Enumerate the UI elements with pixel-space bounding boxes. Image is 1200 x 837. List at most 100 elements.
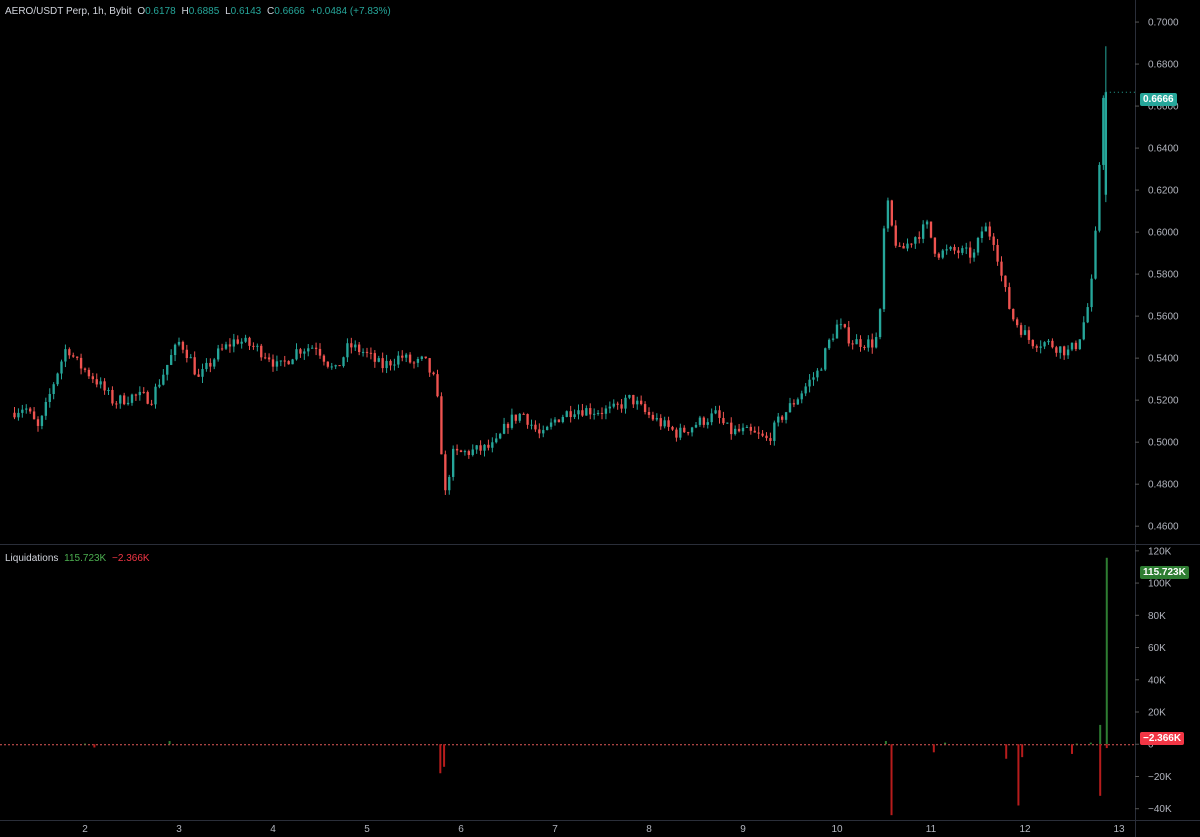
candle-body xyxy=(522,413,525,415)
candle-body xyxy=(68,349,71,356)
candle-body xyxy=(882,228,886,310)
candle-body xyxy=(471,449,474,455)
candle-body xyxy=(385,360,388,369)
candle-body xyxy=(256,345,259,347)
candle-body xyxy=(745,426,749,428)
candle-body xyxy=(428,358,431,373)
candle-body xyxy=(1047,340,1050,343)
candle-body xyxy=(138,391,142,396)
candle-body xyxy=(965,247,968,249)
close-value: 0.6666 xyxy=(274,6,305,17)
liq-tick-label: 100K xyxy=(1148,579,1172,590)
candle-body xyxy=(1023,330,1027,335)
candle-body xyxy=(185,349,189,359)
candle-body xyxy=(36,419,40,426)
candle-body xyxy=(40,415,44,426)
candle-body xyxy=(1055,347,1058,353)
liquidations-legend: Liquidations 115.723K −2.366K xyxy=(5,553,153,564)
candle-body xyxy=(303,351,306,354)
candle-body xyxy=(612,403,615,407)
candle-body xyxy=(929,221,933,238)
time-tick-label: 2 xyxy=(82,824,88,835)
candle-body xyxy=(647,411,651,415)
candle-body xyxy=(996,244,999,262)
candle-body xyxy=(60,361,63,374)
candle-body xyxy=(976,237,980,253)
candle-body xyxy=(1051,340,1054,348)
candle-body xyxy=(581,410,584,416)
candle-body xyxy=(992,236,995,245)
candle-body xyxy=(933,237,937,254)
candle-body xyxy=(436,374,439,397)
candle-body xyxy=(169,355,173,365)
price-tick-label: 0.5200 xyxy=(1148,396,1179,407)
candle-body xyxy=(1074,342,1078,350)
candle-body xyxy=(534,424,537,430)
candle-body xyxy=(518,413,521,421)
candle-body xyxy=(667,420,670,427)
candle-body xyxy=(831,338,835,340)
high-label: H xyxy=(181,6,189,17)
candle-body xyxy=(714,410,717,414)
price-tick-label: 0.6800 xyxy=(1148,60,1179,71)
time-tick-label: 6 xyxy=(458,824,464,835)
candle-body xyxy=(506,423,510,428)
candle-body xyxy=(1039,346,1042,348)
candle-body xyxy=(181,341,185,350)
candle-body xyxy=(459,450,463,453)
candle-body xyxy=(346,343,349,358)
candle-body xyxy=(365,351,369,353)
candle-body xyxy=(502,423,506,434)
candle-body xyxy=(545,426,549,431)
candle-body xyxy=(373,353,377,362)
liquidation-bar xyxy=(1021,744,1024,758)
open-value: 0.6178 xyxy=(145,6,176,17)
candle-body xyxy=(788,403,792,413)
candle-body xyxy=(166,364,169,375)
liquidations-title[interactable]: Liquidations xyxy=(5,553,59,564)
liquidation-bar xyxy=(1075,743,1078,745)
candle-body xyxy=(624,397,627,409)
candle-body xyxy=(142,391,145,393)
candle-body xyxy=(953,246,956,251)
candle-body xyxy=(150,403,153,405)
candle-body xyxy=(401,355,404,358)
candle-body xyxy=(87,369,91,377)
time-tick-label: 3 xyxy=(176,824,182,835)
candle-body xyxy=(510,414,514,428)
time-tick-label: 12 xyxy=(1019,824,1031,835)
candle-body xyxy=(240,341,243,344)
symbol-title[interactable]: AERO/USDT Perp, 1h, Bybit xyxy=(5,6,132,17)
candle-body xyxy=(1008,287,1011,309)
candle-body xyxy=(354,344,357,348)
liquidations-negative-value: −2.366K xyxy=(112,553,150,564)
liquidation-bar xyxy=(1089,742,1092,745)
price-tick-label: 0.6200 xyxy=(1148,186,1179,197)
candle-body xyxy=(636,400,639,405)
candle-body xyxy=(393,364,396,366)
candle-body xyxy=(487,444,490,448)
candle-body xyxy=(972,252,976,258)
liq-tick-label: 40K xyxy=(1148,675,1166,686)
price-tick-label: 0.4800 xyxy=(1148,480,1179,491)
candle-body xyxy=(111,389,114,404)
liquidation-bar xyxy=(884,741,887,745)
candle-body xyxy=(322,355,326,362)
liquidation-bar xyxy=(1005,744,1008,759)
candle-body xyxy=(213,359,216,367)
price-tick-label: 0.5000 xyxy=(1148,438,1179,449)
candle-body xyxy=(941,250,944,258)
liquidation-bar xyxy=(84,743,86,745)
candle-body xyxy=(694,424,698,428)
candle-body xyxy=(260,345,263,358)
candle-body xyxy=(107,389,110,391)
candle-body xyxy=(914,237,917,244)
candle-body xyxy=(894,225,897,246)
candle-body xyxy=(871,339,874,348)
candle-body xyxy=(314,347,318,349)
candle-body xyxy=(812,377,815,380)
candle-body xyxy=(455,448,459,451)
candle-body xyxy=(1059,346,1062,353)
candle-body xyxy=(765,435,768,439)
